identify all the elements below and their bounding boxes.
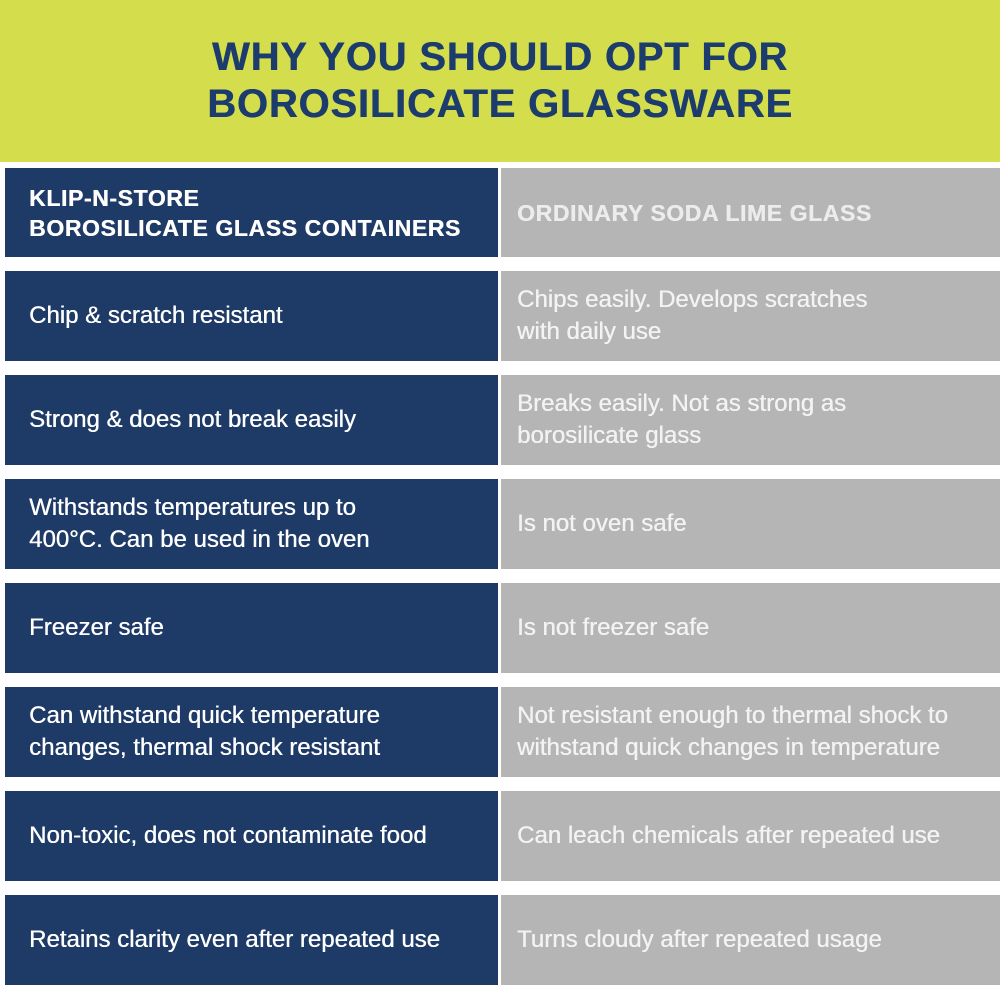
table-row: Retains clarity even after repeated use … — [0, 895, 1000, 985]
soda-lime-cell: Not resistant enough to thermal shock to… — [501, 687, 1000, 777]
table-row: Can withstand quick temperature changes,… — [0, 687, 1000, 777]
table-row: Strong & does not break easily Breaks ea… — [0, 375, 1000, 465]
table-row: Non-toxic, does not contaminate food Can… — [0, 791, 1000, 881]
table-row: Freezer safe Is not freezer safe — [0, 583, 1000, 673]
table-row: Chip & scratch resistant Chips easily. D… — [0, 271, 1000, 361]
table-header-row: KLIP-N-STORE BOROSILICATE GLASS CONTAINE… — [0, 168, 1000, 257]
column-header-borosilicate: KLIP-N-STORE BOROSILICATE GLASS CONTAINE… — [5, 168, 498, 257]
soda-lime-cell: Breaks easily. Not as strong as borosili… — [501, 375, 1000, 465]
borosilicate-cell: Withstands temperatures up to 400°C. Can… — [5, 479, 498, 569]
soda-lime-cell: Turns cloudy after repeated usage — [501, 895, 1000, 985]
page-title-line-1: WHY YOU SHOULD OPT FOR — [211, 35, 789, 79]
soda-lime-cell: Chips easily. Develops scratches with da… — [501, 271, 1000, 361]
soda-lime-cell: Can leach chemicals after repeated use — [501, 791, 1000, 881]
page-title-line-2: BOROSILICATE GLASSWARE — [207, 82, 793, 126]
comparison-table: KLIP-N-STORE BOROSILICATE GLASS CONTAINE… — [0, 168, 1000, 985]
borosilicate-cell: Retains clarity even after repeated use — [5, 895, 498, 985]
column-header-soda-lime: ORDINARY SODA LIME GLASS — [501, 168, 1000, 257]
soda-lime-cell: Is not freezer safe — [501, 583, 1000, 673]
borosilicate-cell: Non-toxic, does not contaminate food — [5, 791, 498, 881]
borosilicate-cell: Strong & does not break easily — [5, 375, 498, 465]
table-row: Withstands temperatures up to 400°C. Can… — [0, 479, 1000, 569]
borosilicate-cell: Chip & scratch resistant — [5, 271, 498, 361]
title-banner: WHY YOU SHOULD OPT FOR BOROSILICATE GLAS… — [0, 0, 1000, 162]
borosilicate-cell: Can withstand quick temperature changes,… — [5, 687, 498, 777]
borosilicate-cell: Freezer safe — [5, 583, 498, 673]
soda-lime-cell: Is not oven safe — [501, 479, 1000, 569]
